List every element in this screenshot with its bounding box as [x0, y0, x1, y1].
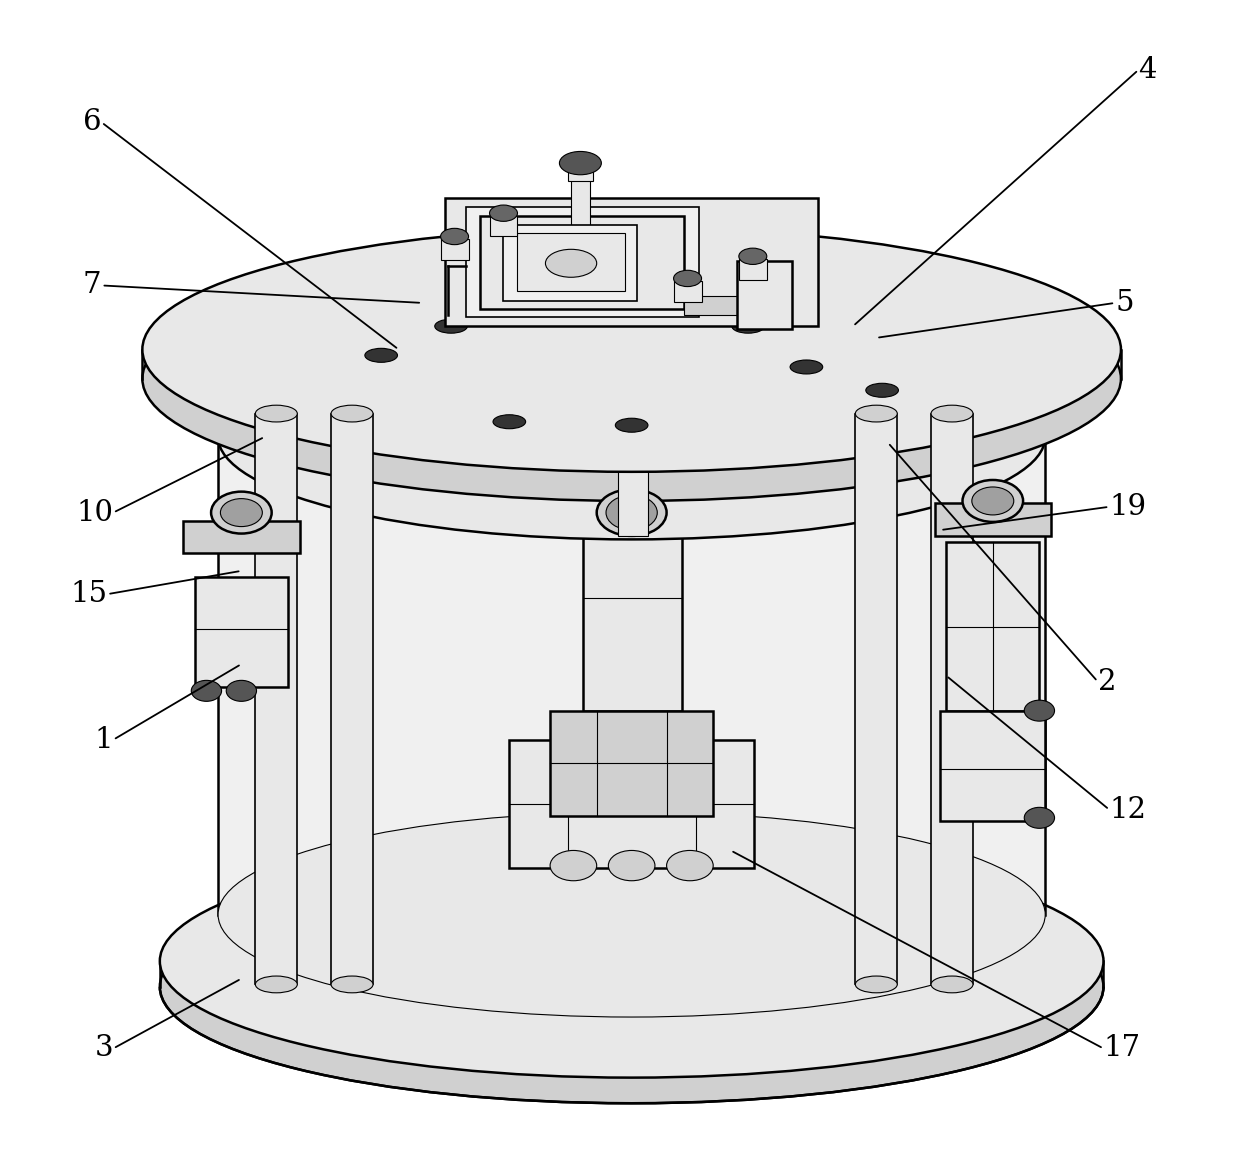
Ellipse shape [856, 405, 898, 422]
Bar [445, 198, 818, 326]
Ellipse shape [143, 227, 1121, 472]
Ellipse shape [226, 680, 257, 701]
Ellipse shape [790, 360, 822, 374]
Text: 19: 19 [1110, 493, 1147, 521]
Bar [331, 414, 373, 984]
Bar [568, 155, 593, 181]
Bar [490, 216, 517, 236]
Bar [184, 521, 300, 553]
Ellipse shape [972, 487, 1014, 515]
Ellipse shape [494, 415, 526, 429]
Text: 1: 1 [94, 726, 113, 754]
Ellipse shape [331, 405, 373, 422]
Ellipse shape [221, 499, 263, 527]
Bar [739, 259, 766, 280]
Ellipse shape [615, 418, 649, 432]
Bar [618, 437, 649, 536]
Ellipse shape [218, 334, 1045, 539]
Ellipse shape [218, 812, 1045, 1017]
Bar [517, 233, 625, 291]
Text: 3: 3 [94, 1035, 113, 1062]
Ellipse shape [673, 270, 702, 287]
Ellipse shape [1024, 807, 1054, 828]
Ellipse shape [211, 492, 272, 534]
Ellipse shape [739, 248, 766, 264]
Ellipse shape [866, 383, 899, 397]
Bar [510, 740, 754, 868]
Ellipse shape [191, 680, 222, 701]
Text: 17: 17 [1104, 1035, 1141, 1062]
Ellipse shape [1024, 700, 1054, 721]
Ellipse shape [931, 405, 973, 422]
Text: 15: 15 [71, 580, 108, 608]
Ellipse shape [160, 870, 1104, 1103]
Ellipse shape [667, 850, 713, 881]
Polygon shape [218, 437, 1045, 915]
Bar [195, 577, 288, 687]
Text: 12: 12 [1110, 796, 1146, 824]
Text: 2: 2 [1097, 668, 1116, 696]
Ellipse shape [440, 228, 469, 245]
Bar [935, 503, 1052, 536]
Bar [856, 414, 898, 984]
Ellipse shape [160, 845, 1104, 1078]
Ellipse shape [856, 976, 898, 993]
Ellipse shape [931, 976, 973, 993]
Text: 5: 5 [1115, 289, 1133, 317]
Ellipse shape [255, 976, 298, 993]
Ellipse shape [435, 319, 467, 333]
Bar [440, 239, 469, 260]
Ellipse shape [331, 976, 373, 993]
Ellipse shape [559, 151, 601, 175]
Text: 6: 6 [83, 108, 102, 136]
Bar [503, 225, 637, 301]
Ellipse shape [596, 489, 667, 536]
Bar [940, 711, 1045, 821]
Ellipse shape [609, 850, 655, 881]
Bar [551, 711, 713, 816]
Ellipse shape [365, 348, 398, 362]
Ellipse shape [546, 249, 596, 277]
Ellipse shape [551, 850, 596, 881]
Bar [480, 216, 684, 309]
Bar [583, 483, 682, 711]
Ellipse shape [732, 319, 764, 333]
Text: 4: 4 [1138, 56, 1157, 84]
Bar [946, 542, 1039, 711]
Ellipse shape [255, 405, 298, 422]
Bar [737, 261, 792, 329]
Bar [466, 207, 699, 317]
Ellipse shape [606, 495, 657, 530]
Bar [684, 296, 765, 315]
Ellipse shape [490, 205, 517, 221]
Ellipse shape [143, 256, 1121, 501]
Bar [931, 414, 973, 984]
Bar [255, 414, 298, 984]
Bar [572, 171, 590, 235]
Text: 10: 10 [76, 499, 113, 527]
Ellipse shape [962, 480, 1023, 522]
Bar [673, 281, 702, 302]
Text: 7: 7 [83, 271, 102, 299]
